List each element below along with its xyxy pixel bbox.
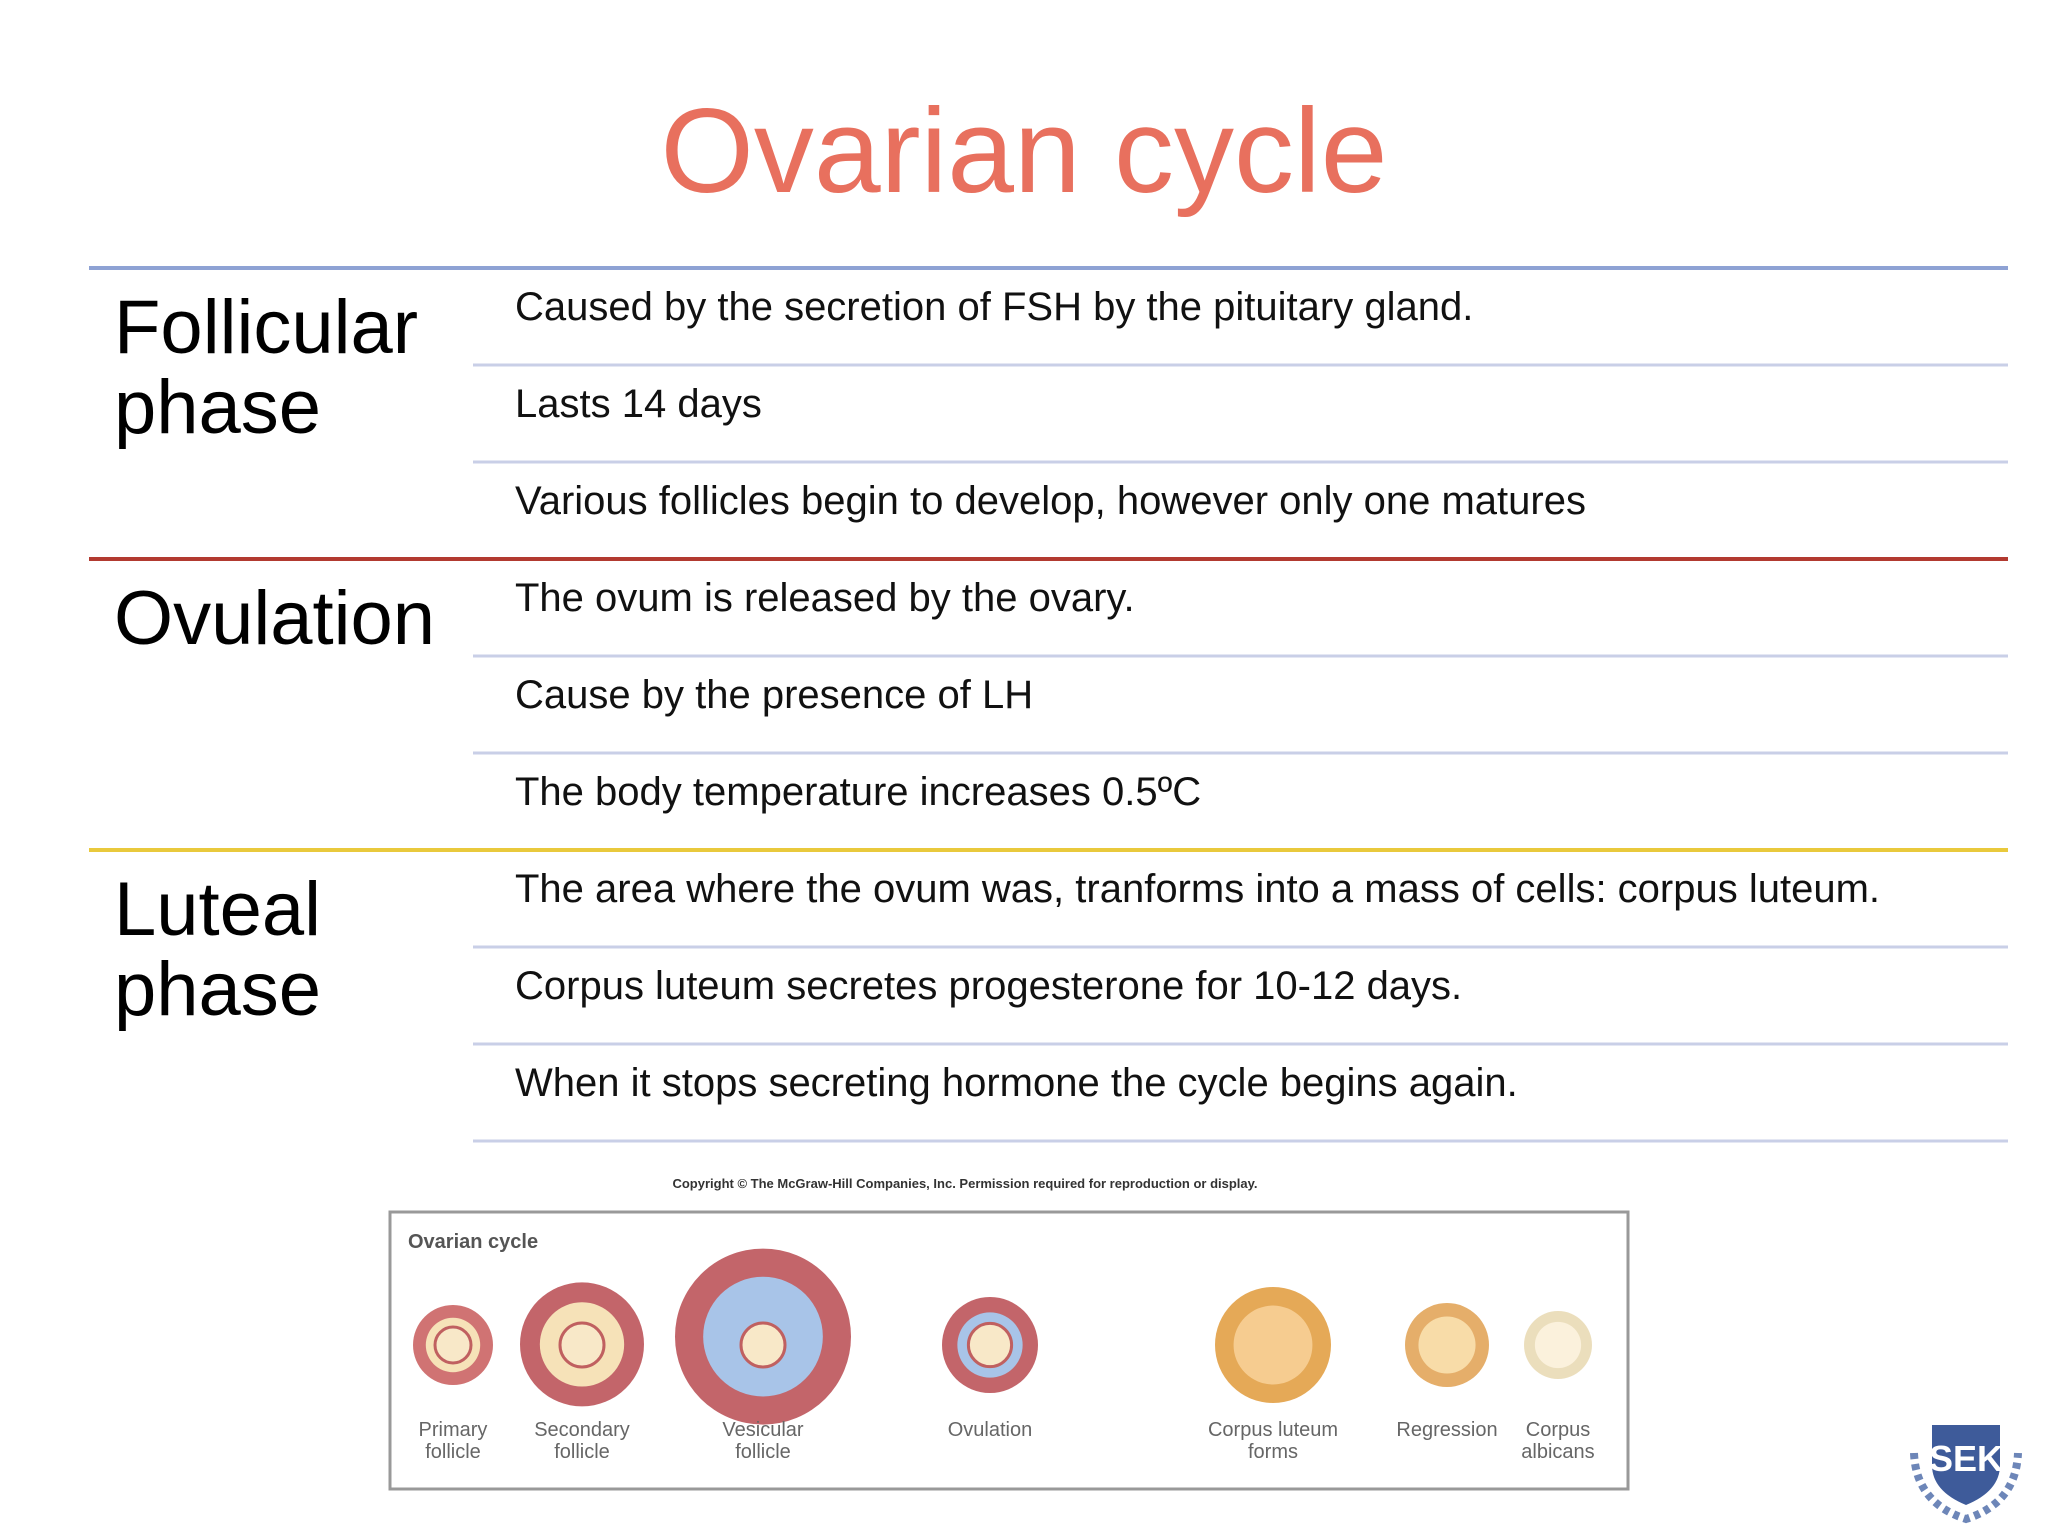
phase-label: phase [114,365,321,450]
phase-label: Follicular [114,285,418,370]
stage-label: Ovulation [948,1419,1033,1441]
logo-wreath [1910,1452,2022,1524]
logo-shield [1932,1425,2000,1505]
stage-art-inner [1534,1321,1582,1369]
phase-label: Ovulation [114,576,435,661]
stage-label: Corpus [1526,1419,1590,1441]
stage-label: follicle [735,1441,791,1463]
slide-title: Ovarian cycle [661,84,1388,218]
figure: Copyright © The McGraw-Hill Companies, I… [388,1176,1630,1491]
stage-label: Regression [1396,1419,1497,1441]
stage-oocyte [739,1321,787,1369]
logo: SEK [1910,1425,2022,1524]
stage-label: Corpus luteum [1208,1419,1338,1441]
phase-item: When it stops secreting hormone the cycl… [515,1061,1518,1105]
stage-label: Vesicular [722,1419,803,1441]
stage-label: follicle [554,1441,610,1463]
phase-item: The area where the ovum was, tranforms i… [515,867,1880,911]
stage-oocyte [433,1325,473,1365]
phase-item: The body temperature increases 0.5ºC [515,770,1201,814]
phase-item: Corpus luteum secretes progesterone for … [515,964,1462,1008]
phase-item: Caused by the secretion of FSH by the pi… [515,285,1473,329]
phase-label: Luteal [114,867,321,952]
phase-item: Lasts 14 days [515,382,762,426]
phase-label: phase [114,947,321,1032]
stage-label: Primary [419,1419,488,1441]
stage-label: albicans [1521,1441,1594,1463]
stage-oocyte [558,1321,606,1369]
phase-item: Various follicles begin to develop, howe… [515,479,1586,523]
stage-label: follicle [425,1441,481,1463]
phase-item: The ovum is released by the ovary. [515,576,1135,620]
stage-oocyte [966,1321,1014,1369]
stage-art-inner [1418,1316,1476,1374]
figure-title: Ovarian cycle [408,1231,538,1253]
phase-item: Cause by the presence of LH [515,673,1033,717]
stage-label: forms [1248,1441,1298,1463]
stage-label: Secondary [534,1419,630,1441]
copyright: Copyright © The McGraw-Hill Companies, I… [672,1176,1257,1191]
stage-art-inner [1233,1305,1313,1385]
logo-text: SEK [1929,1438,2003,1479]
